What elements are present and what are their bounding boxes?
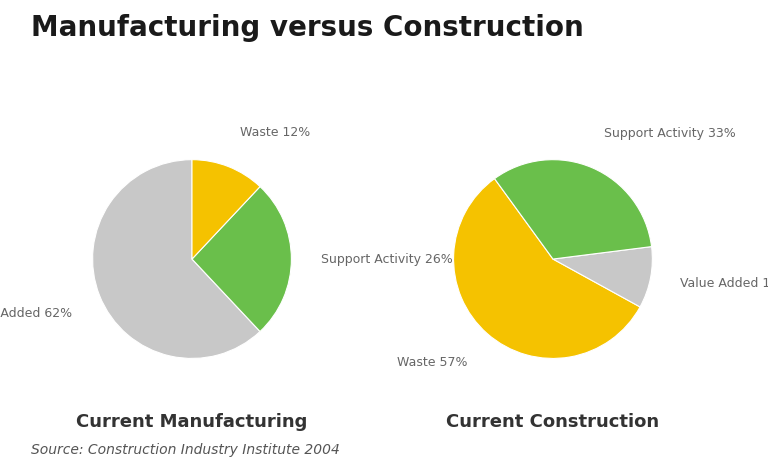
Wedge shape: [192, 160, 260, 259]
Text: Current Construction: Current Construction: [446, 413, 660, 431]
Text: Support Activity 26%: Support Activity 26%: [321, 252, 453, 266]
Text: Waste 57%: Waste 57%: [397, 356, 468, 369]
Text: Value Added 62%: Value Added 62%: [0, 307, 72, 320]
Wedge shape: [553, 247, 652, 307]
Text: Support Activity 33%: Support Activity 33%: [604, 128, 736, 140]
Text: Value Added 10%: Value Added 10%: [680, 277, 768, 290]
Wedge shape: [495, 160, 651, 259]
Wedge shape: [93, 160, 260, 358]
Wedge shape: [192, 187, 291, 332]
Text: Source: Construction Industry Institute 2004: Source: Construction Industry Institute …: [31, 443, 339, 457]
Text: Current Manufacturing: Current Manufacturing: [76, 413, 308, 431]
Text: Waste 12%: Waste 12%: [240, 126, 310, 139]
Wedge shape: [454, 179, 640, 358]
Text: Manufacturing versus Construction: Manufacturing versus Construction: [31, 14, 584, 42]
